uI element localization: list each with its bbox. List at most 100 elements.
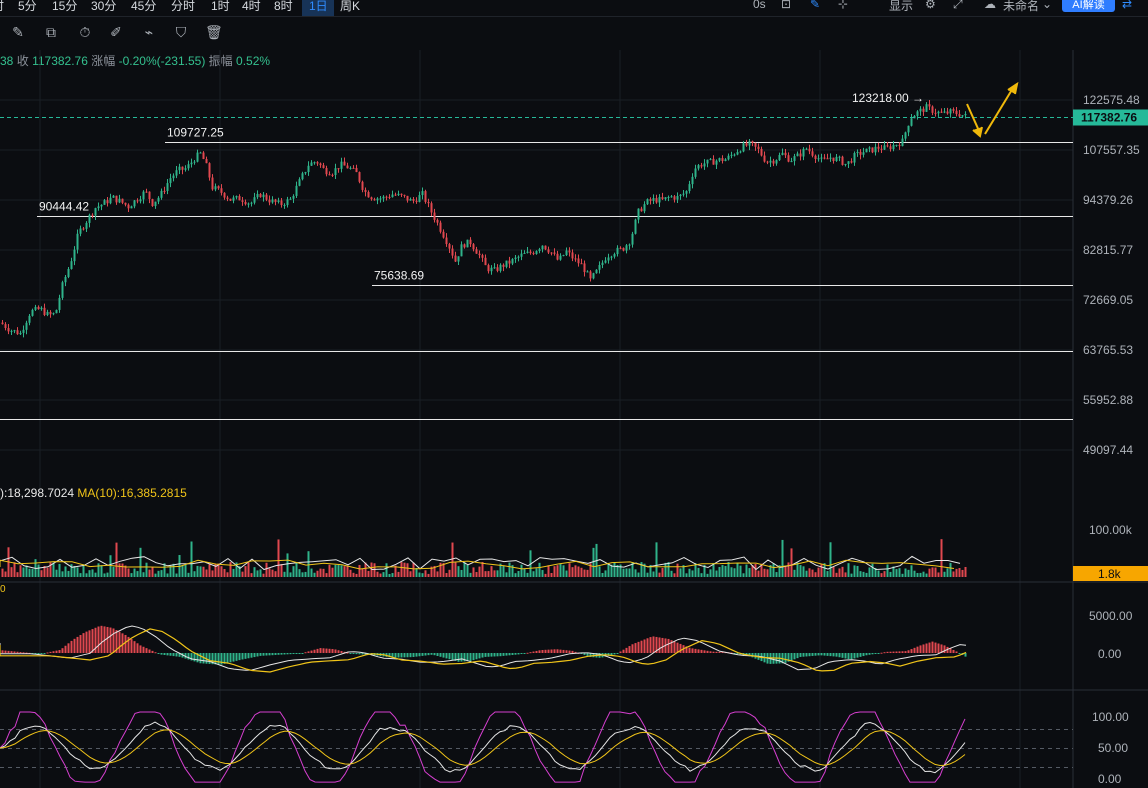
settings-icon[interactable]: ⚙ bbox=[925, 0, 936, 11]
candle-body bbox=[220, 188, 223, 193]
macd-bar bbox=[661, 637, 664, 653]
volume-bar bbox=[574, 565, 577, 577]
macd-bar bbox=[457, 653, 460, 662]
candle-body bbox=[685, 191, 688, 194]
refresh-interval[interactable]: 0s bbox=[753, 0, 766, 11]
candle-body bbox=[190, 162, 193, 165]
candle-body bbox=[694, 168, 697, 177]
volume-bar bbox=[76, 567, 79, 577]
timeframe-intraday[interactable]: 分时 bbox=[171, 0, 196, 13]
volume-bar bbox=[499, 563, 502, 577]
timeframe-weekly[interactable]: 周K bbox=[340, 0, 361, 13]
brush-icon[interactable]: ⌁ bbox=[144, 24, 154, 40]
fullscreen-icon[interactable]: ⤢ bbox=[953, 0, 963, 11]
volume-bar bbox=[442, 563, 445, 577]
candle-body bbox=[757, 146, 760, 149]
layout-name[interactable]: 未命名 bbox=[1003, 0, 1040, 13]
candle-body bbox=[517, 256, 520, 258]
candle-body bbox=[520, 253, 523, 257]
macd-bar bbox=[670, 640, 673, 653]
timeframe-30m[interactable]: 30分 bbox=[91, 0, 117, 13]
price-tick-label: 94379.26 bbox=[1083, 193, 1133, 207]
volume-bar bbox=[154, 573, 157, 577]
macd-bar bbox=[538, 650, 541, 653]
macd-bar bbox=[559, 649, 562, 653]
volume-bar bbox=[274, 571, 277, 577]
amplitude-label: 振幅 bbox=[208, 54, 233, 68]
candle-body bbox=[328, 174, 331, 176]
macd-bar bbox=[307, 651, 310, 653]
trash-icon[interactable]: 🗑 bbox=[205, 24, 223, 40]
volume-bar bbox=[646, 572, 649, 577]
volume-bar bbox=[436, 571, 439, 577]
candle-body bbox=[181, 166, 184, 170]
volume-bar bbox=[904, 568, 907, 577]
volume-bar bbox=[445, 573, 448, 577]
macd-bar bbox=[112, 628, 115, 653]
volume-bar bbox=[412, 562, 415, 577]
volume-bar bbox=[181, 565, 184, 577]
candle-body bbox=[628, 244, 631, 246]
timeframe-45m[interactable]: 45分 bbox=[131, 0, 157, 13]
draw-icon[interactable]: ✎ bbox=[810, 0, 821, 11]
timeframe-5m[interactable]: 5分 bbox=[18, 0, 37, 13]
candle-body bbox=[343, 161, 346, 166]
display-menu[interactable]: 显示 bbox=[889, 0, 914, 13]
macd-bar bbox=[4, 650, 7, 653]
cloud-icon[interactable]: ☁ bbox=[984, 0, 996, 11]
macd-bar bbox=[211, 653, 214, 665]
macd-bar bbox=[316, 648, 319, 653]
ai-interpret-button[interactable]: AI解读 bbox=[1062, 0, 1115, 12]
candle-body bbox=[406, 195, 409, 201]
macd-bar bbox=[415, 653, 418, 657]
macd-bar bbox=[898, 651, 901, 653]
volume-bar bbox=[811, 569, 814, 577]
macd-bar bbox=[616, 653, 619, 654]
price-tick-label: 82815.77 bbox=[1083, 243, 1133, 257]
timeframe-8h[interactable]: 8时 bbox=[274, 0, 293, 13]
volume-bar bbox=[820, 563, 823, 577]
volume-bar bbox=[922, 571, 925, 577]
volume-bar bbox=[742, 573, 745, 577]
edit-note-icon[interactable]: ✐ bbox=[110, 24, 122, 40]
macd-bar bbox=[709, 651, 712, 653]
candle-style-icon[interactable]: ⧉ bbox=[46, 24, 56, 40]
volume-bar bbox=[610, 564, 613, 577]
timeframe-partial[interactable]: 时 bbox=[0, 0, 4, 14]
volume-bar bbox=[943, 571, 946, 577]
volume-bar bbox=[454, 562, 457, 577]
candle-body bbox=[283, 205, 286, 207]
timeframe-1d[interactable]: 1日 bbox=[309, 0, 328, 13]
volume-bar bbox=[775, 572, 778, 577]
candle-body bbox=[955, 110, 958, 115]
macd-histogram bbox=[1, 625, 967, 665]
timer-icon[interactable]: ⏱ bbox=[79, 24, 91, 40]
macd-bar bbox=[1, 650, 4, 653]
candle-body bbox=[712, 158, 715, 165]
timeframe-15m[interactable]: 15分 bbox=[52, 0, 78, 13]
timeframe-bar: 时 5分 15分 30分 45分 分时 1时 4时 8时 1日 周K 0s ⊡ … bbox=[0, 0, 1148, 17]
add-indicator-icon[interactable]: ⊹ bbox=[838, 0, 849, 11]
macd-bar bbox=[517, 653, 520, 655]
timeframe-4h[interactable]: 4时 bbox=[242, 0, 261, 13]
volume-bar bbox=[571, 567, 574, 577]
candle-body bbox=[952, 109, 955, 111]
macd-bar bbox=[397, 653, 400, 658]
screenshot-icon[interactable]: ⊡ bbox=[781, 0, 792, 11]
macd-bar bbox=[508, 653, 511, 656]
macd-bar bbox=[301, 653, 304, 654]
chevron-down-icon[interactable]: ⌄ bbox=[1042, 0, 1053, 11]
candle-body bbox=[199, 152, 202, 154]
filter-icon[interactable]: ⛉ bbox=[175, 24, 187, 40]
macd-bar bbox=[286, 653, 289, 655]
macd-bar bbox=[553, 649, 556, 653]
volume-bar bbox=[562, 565, 565, 577]
share-icon[interactable]: ⇄ bbox=[1122, 0, 1133, 11]
change-value: -0.20%(-231.55) bbox=[118, 54, 206, 68]
macd-bar bbox=[334, 649, 337, 653]
macd-bar bbox=[424, 653, 427, 656]
timeframe-1h[interactable]: 1时 bbox=[211, 0, 230, 13]
macd-bar bbox=[652, 636, 655, 653]
pen-icon[interactable]: ✎ bbox=[12, 24, 24, 40]
